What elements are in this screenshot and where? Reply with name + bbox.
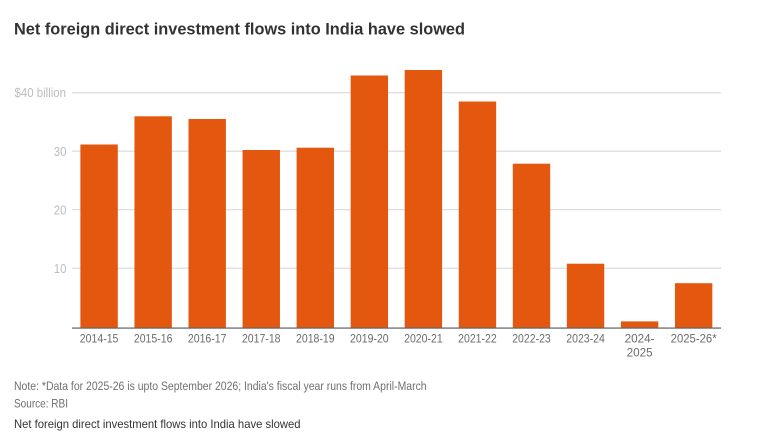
svg-text:2024-: 2024- (625, 332, 655, 346)
svg-text:2014-15: 2014-15 (80, 332, 119, 346)
svg-text:2015-16: 2015-16 (134, 332, 173, 346)
svg-text:Source: RBI: Source: RBI (14, 397, 68, 411)
svg-text:Note: *Data for 2025-26 is upt: Note: *Data for 2025-26 is upto Septembe… (14, 379, 427, 393)
svg-text:10: 10 (54, 262, 67, 276)
svg-text:2019-20: 2019-20 (350, 332, 389, 346)
svg-text:Net foreign direct investment: Net foreign direct investment flows into… (14, 20, 465, 38)
svg-text:2017-18: 2017-18 (242, 332, 281, 346)
svg-text:$40 billion: $40 billion (15, 86, 67, 100)
svg-text:2018-19: 2018-19 (296, 332, 335, 346)
svg-text:2023-24: 2023-24 (566, 332, 605, 346)
svg-text:Net foreign direct investment: Net foreign direct investment flows into… (14, 417, 301, 431)
svg-text:20: 20 (54, 203, 67, 217)
svg-text:2016-17: 2016-17 (188, 332, 227, 346)
svg-text:2022-23: 2022-23 (512, 332, 551, 346)
svg-text:2025-26*: 2025-26* (671, 332, 717, 346)
svg-text:2020-21: 2020-21 (404, 332, 443, 346)
svg-text:30: 30 (54, 145, 67, 159)
svg-text:2025: 2025 (627, 346, 653, 360)
svg-text:2021-22: 2021-22 (458, 332, 497, 346)
